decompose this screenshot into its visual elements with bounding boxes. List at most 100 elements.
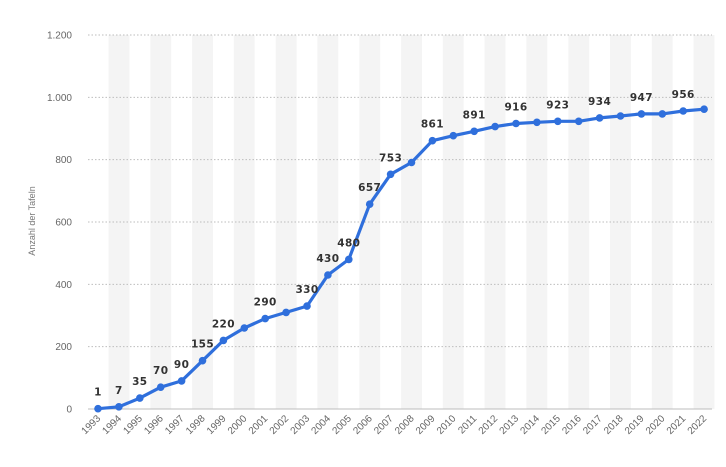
data-point[interactable]: [198, 356, 207, 365]
x-tick-label: 2012: [477, 413, 501, 437]
column-band: [317, 35, 339, 409]
data-point[interactable]: [386, 170, 395, 179]
series-line-group: [94, 105, 708, 413]
x-tick-label: 1993: [80, 413, 104, 437]
data-point[interactable]: [616, 112, 625, 120]
y-tick-label: 1.200: [47, 31, 72, 42]
data-label: 916: [504, 102, 527, 114]
x-tick-label: 2022: [686, 413, 710, 437]
data-label: 934: [588, 96, 611, 108]
data-point[interactable]: [700, 105, 708, 113]
data-point[interactable]: [115, 403, 123, 411]
data-label: 956: [672, 89, 695, 101]
data-point[interactable]: [470, 127, 479, 136]
column-band: [108, 35, 130, 409]
data-point[interactable]: [428, 136, 437, 145]
data-label: 891: [463, 109, 486, 121]
x-tick-label: 1994: [101, 413, 125, 437]
y-axis-title: Anzahl der Tafeln: [27, 186, 37, 255]
x-tick-label: 1998: [184, 413, 208, 437]
data-point[interactable]: [574, 117, 583, 126]
column-band: [233, 35, 255, 409]
data-label: 947: [630, 92, 653, 104]
data-point[interactable]: [261, 314, 270, 323]
data-point[interactable]: [554, 117, 562, 126]
x-tick-label: 2020: [644, 413, 668, 437]
data-point[interactable]: [512, 119, 520, 128]
y-tick-label: 0: [66, 405, 72, 416]
y-tick-label: 800: [55, 155, 72, 166]
x-tick-label: 2009: [414, 413, 438, 437]
x-tick-label: 2011: [456, 413, 479, 436]
x-tick-label: 1997: [163, 413, 187, 437]
column-band: [150, 35, 172, 409]
x-tick-label: 2010: [435, 413, 459, 437]
data-point[interactable]: [219, 336, 228, 345]
x-tick-label: 1999: [205, 413, 229, 437]
x-axis-ticks: 1993199419951996199719981999200020012002…: [80, 413, 710, 437]
x-tick-label: 2014: [519, 413, 543, 437]
x-tick-label: 2001: [247, 413, 271, 437]
data-label: 35: [132, 376, 147, 388]
data-label: 290: [254, 297, 277, 309]
x-tick-label: 2003: [289, 413, 313, 437]
y-gridlines: [88, 34, 712, 410]
data-point[interactable]: [365, 200, 374, 208]
column-band: [192, 35, 213, 409]
data-label: 220: [212, 318, 235, 330]
data-label: 923: [546, 99, 569, 111]
x-tick-label: 2015: [539, 413, 563, 437]
data-point[interactable]: [156, 383, 165, 392]
data-label: 753: [379, 152, 402, 164]
x-tick-label: 1996: [142, 413, 166, 437]
x-tick-label: 2018: [602, 413, 626, 437]
data-label: 430: [316, 253, 339, 265]
data-point[interactable]: [637, 110, 646, 118]
data-point[interactable]: [533, 118, 541, 127]
data-point[interactable]: [240, 324, 249, 332]
data-point[interactable]: [324, 271, 332, 279]
data-point[interactable]: [94, 404, 102, 413]
x-tick-label: 1995: [121, 413, 145, 437]
data-point[interactable]: [449, 131, 458, 140]
data-label: 330: [295, 284, 318, 296]
data-point[interactable]: [407, 158, 416, 167]
data-label: 480: [337, 237, 360, 249]
data-point[interactable]: [303, 302, 311, 310]
x-tick-label: 2000: [226, 413, 250, 437]
x-tick-label: 2007: [372, 413, 396, 437]
data-point[interactable]: [282, 308, 290, 317]
data-label: 7: [115, 385, 123, 397]
data-point[interactable]: [136, 394, 144, 402]
data-label: 657: [358, 182, 381, 194]
data-point[interactable]: [491, 122, 499, 131]
x-tick-label: 2004: [310, 413, 334, 437]
data-label: 1: [94, 387, 102, 399]
x-tick-label: 2006: [351, 413, 375, 437]
data-point[interactable]: [345, 255, 353, 264]
data-label: 155: [191, 339, 214, 351]
data-point[interactable]: [679, 107, 687, 115]
data-point[interactable]: [658, 110, 667, 118]
column-band: [359, 35, 381, 409]
y-tick-label: 1.000: [47, 93, 72, 104]
data-label: 861: [421, 119, 444, 131]
data-point[interactable]: [595, 114, 604, 122]
x-tick-label: 2016: [560, 413, 584, 437]
y-axis-ticks: 0 200 400 600 800 1.000 1.200: [47, 31, 72, 416]
y-tick-label: 600: [55, 218, 72, 229]
x-tick-label: 2005: [330, 413, 354, 437]
x-tick-label: 2002: [268, 413, 292, 437]
data-point[interactable]: [177, 377, 186, 385]
x-tick-label: 2008: [393, 413, 417, 437]
x-tick-label: 2017: [581, 413, 605, 437]
x-tick-label: 2019: [623, 413, 647, 437]
data-label: 90: [174, 359, 189, 371]
y-tick-label: 400: [55, 280, 72, 291]
x-tick-label: 2013: [498, 413, 522, 437]
y-tick-label: 200: [55, 342, 72, 353]
x-tick-label: 2021: [665, 413, 689, 437]
